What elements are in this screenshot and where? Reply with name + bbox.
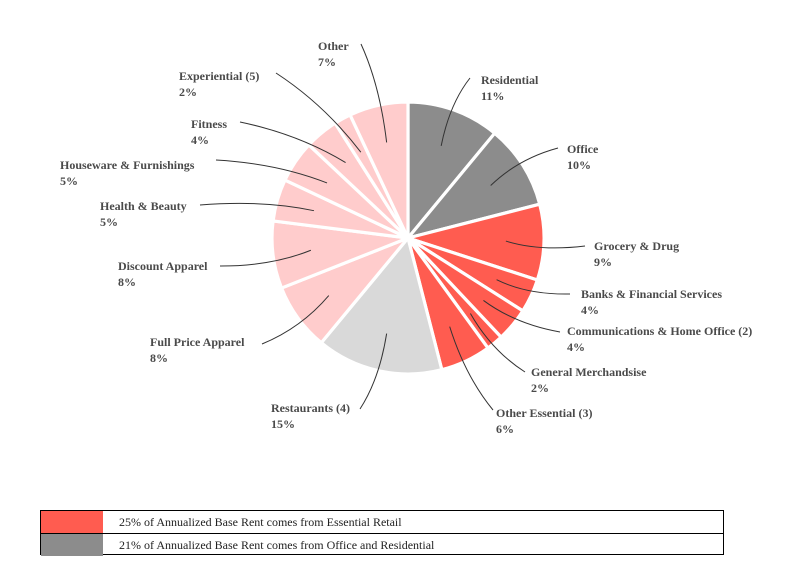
pie-slice-other: [348, 100, 410, 240]
legend-row-office-residential: 21% of Annualized Base Rent comes from O…: [41, 533, 723, 556]
slice-label-full-price-apparel: Full Price Apparel 8%: [150, 335, 245, 365]
slice-label-percent: 8%: [150, 351, 168, 365]
legend-text-essential: 25% of Annualized Base Rent comes from E…: [119, 514, 402, 529]
slice-label-percent: 9%: [594, 255, 612, 269]
slice-label-percent: 4%: [567, 340, 585, 354]
leader-line-health-beauty: [199, 202, 315, 212]
slice-label-name: Experiential (5): [179, 69, 259, 83]
slice-label-other-essential-3: Other Essential (3) 6%: [496, 406, 592, 436]
slice-label-experiential-5: Experiential (5) 2%: [179, 69, 259, 99]
leader-line-houseware-furnishings: [215, 159, 328, 184]
slice-label-fitness: Fitness 4%: [191, 117, 227, 147]
slice-label-name: Office: [567, 142, 599, 156]
legend-row-essential: 25% of Annualized Base Rent comes from E…: [41, 511, 723, 533]
leader-line-other: [360, 43, 388, 143]
leader-line-office: [490, 147, 559, 186]
slice-label-houseware-furnishings: Houseware & Furnishings 5%: [60, 158, 195, 188]
leader-line-restaurants-4: [359, 333, 388, 410]
slice-label-name: Discount Apparel: [118, 259, 208, 273]
slice-label-name: Banks & Financial Services: [581, 287, 722, 301]
slice-label-percent: 8%: [118, 275, 136, 289]
slice-label-name: Other: [318, 39, 349, 53]
slice-label-name: General Merchandsise: [531, 365, 647, 379]
slice-labels: Residential 11% Office 10% Grocery & Drug 9% B…: [60, 39, 752, 436]
slice-label-percent: 5%: [100, 215, 118, 229]
leader-lines: [199, 43, 586, 411]
legend-swatch-office-residential: [41, 534, 103, 556]
legend-swatch-essential: [41, 511, 103, 533]
slice-label-percent: 4%: [191, 133, 209, 147]
slice-label-communications-home-office-2: Communications & Home Office (2) 4%: [567, 324, 752, 354]
leader-line-residential: [440, 77, 471, 146]
slice-label-percent: 4%: [581, 303, 599, 317]
slice-label-office: Office 10%: [567, 142, 599, 172]
slice-label-restaurants-4: Restaurants (4) 15%: [271, 401, 350, 431]
leader-line-grocery-drug: [505, 240, 586, 249]
legend: 25% of Annualized Base Rent comes from E…: [40, 510, 724, 556]
slice-label-residential: Residential 11%: [481, 73, 539, 103]
slice-label-name: Houseware & Furnishings: [60, 158, 195, 172]
pie-slices: [270, 100, 546, 376]
legend-text-office-residential: 21% of Annualized Base Rent comes from O…: [119, 537, 435, 552]
slice-label-discount-apparel: Discount Apparel 8%: [118, 259, 208, 289]
slice-label-percent: 15%: [271, 417, 295, 431]
slice-label-other: Other 7%: [318, 39, 349, 69]
slice-label-name: Health & Beauty: [100, 199, 187, 213]
slice-label-name: Restaurants (4): [271, 401, 350, 415]
pie-slice-residential: [406, 100, 497, 240]
leader-line-fitness: [239, 121, 346, 163]
pie-chart: Residential 11% Office 10% Grocery & Drug 9% B…: [60, 39, 752, 436]
leader-line-full-price-apparel: [261, 295, 330, 345]
leader-line-other-essential-3: [449, 326, 494, 411]
leader-line-general-merchandsise: [469, 313, 526, 373]
leader-line-banks-financial-services: [496, 279, 571, 295]
leader-line-experiential-5: [275, 72, 362, 153]
slice-label-health-beauty: Health & Beauty 5%: [100, 199, 187, 229]
slice-label-name: Residential: [481, 73, 539, 87]
slice-label-name: Other Essential (3): [496, 406, 592, 420]
slice-label-percent: 2%: [531, 381, 549, 395]
slice-label-percent: 5%: [60, 174, 78, 188]
slice-label-name: Grocery & Drug: [594, 239, 679, 253]
slice-label-name: Fitness: [191, 117, 227, 131]
leader-line-communications-home-office-2: [483, 300, 561, 333]
slice-label-percent: 11%: [481, 89, 504, 103]
slice-label-name: Communications & Home Office (2): [567, 324, 752, 338]
slice-label-general-merchandsise: General Merchandsise 2%: [531, 365, 647, 395]
slice-label-percent: 6%: [496, 422, 514, 436]
slice-label-percent: 2%: [179, 85, 197, 99]
slice-label-percent: 7%: [318, 55, 336, 69]
slice-label-grocery-drug: Grocery & Drug 9%: [594, 239, 679, 269]
leader-line-discount-apparel: [219, 249, 312, 267]
slice-label-name: Full Price Apparel: [150, 335, 245, 349]
slice-label-percent: 10%: [567, 158, 591, 172]
slice-label-banks-financial-services: Banks & Financial Services 4%: [581, 287, 722, 317]
